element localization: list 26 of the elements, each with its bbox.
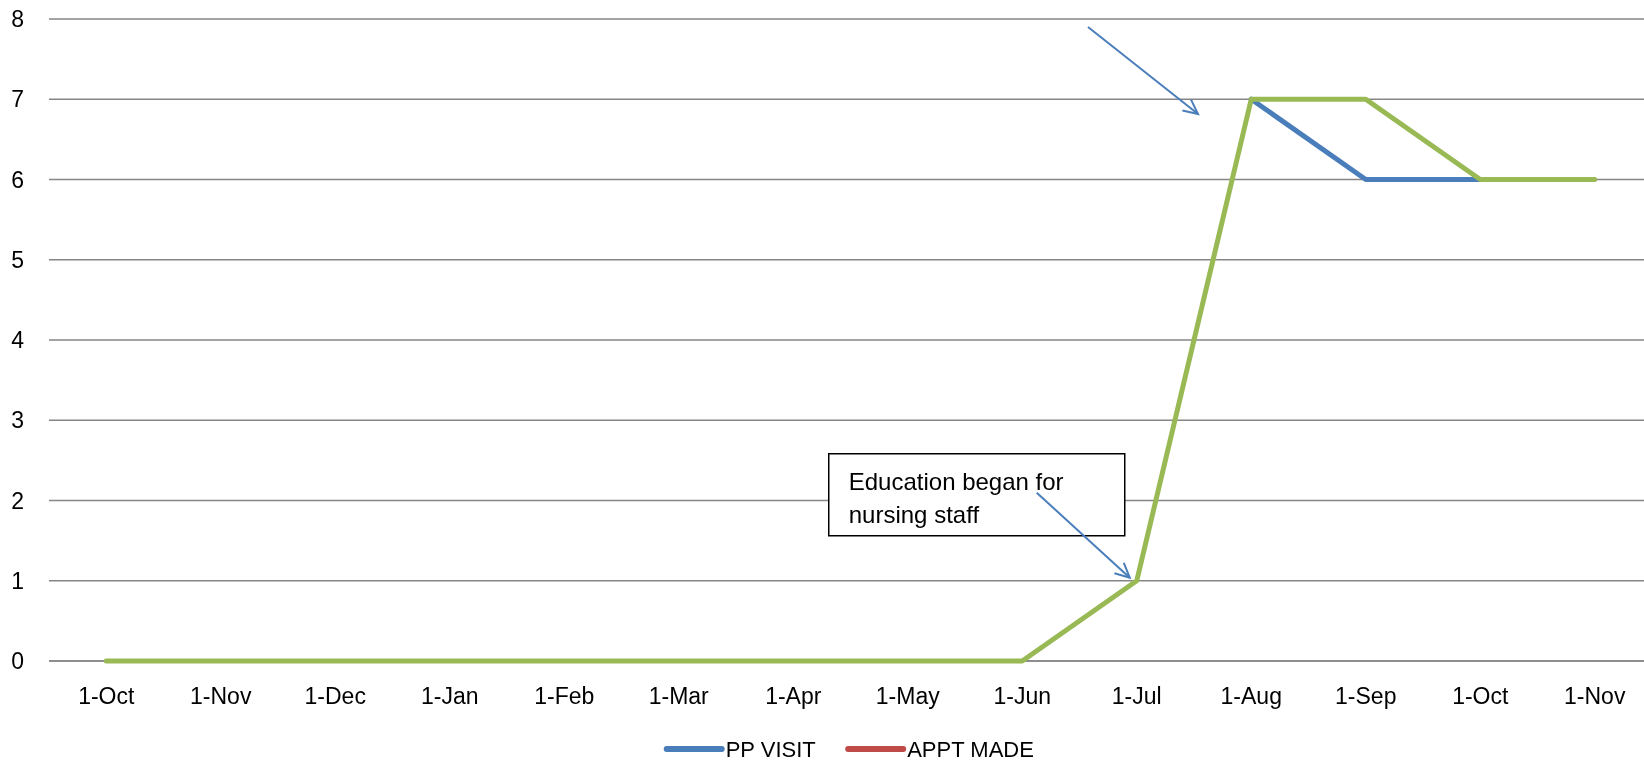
x-tick-label: 1-Apr <box>765 683 822 709</box>
x-tick-label: 1-Feb <box>534 683 595 709</box>
x-tick-label: 1-May <box>875 683 941 709</box>
x-tick-label: 1-Nov <box>190 683 252 709</box>
x-tick-label: 1-Jun <box>993 683 1052 709</box>
legend-label: PP VISIT <box>725 736 816 762</box>
y-tick-label: 5 <box>11 246 24 273</box>
y-tick-label: 2 <box>11 487 24 514</box>
x-tick-label: 1-Nov <box>1564 683 1626 709</box>
x-tick-label: 1-Jul <box>1111 683 1162 709</box>
x-tick-label: 1-Dec <box>304 683 366 709</box>
x-tick-label: 1-Aug <box>1220 683 1282 709</box>
x-tick-label: 1-Oct <box>78 683 135 709</box>
y-tick-label: 1 <box>11 567 24 594</box>
annotation: Education began for nursing staff <box>848 467 1064 528</box>
legend-label: APPT MADE <box>907 736 1034 762</box>
x-tick-label: 1-Mar <box>648 683 710 709</box>
x-tick-label: 1-Sep <box>1335 683 1397 709</box>
y-tick-label: 8 <box>11 6 24 33</box>
x-tick-label: 1-Jan <box>420 683 479 709</box>
y-tick-label: 6 <box>11 166 24 193</box>
y-tick-label: 0 <box>11 648 24 675</box>
y-tick-label: 7 <box>11 86 24 113</box>
y-tick-label: 3 <box>11 407 24 434</box>
x-tick-label: 1-Oct <box>1452 683 1509 709</box>
y-tick-label: 4 <box>11 327 25 354</box>
